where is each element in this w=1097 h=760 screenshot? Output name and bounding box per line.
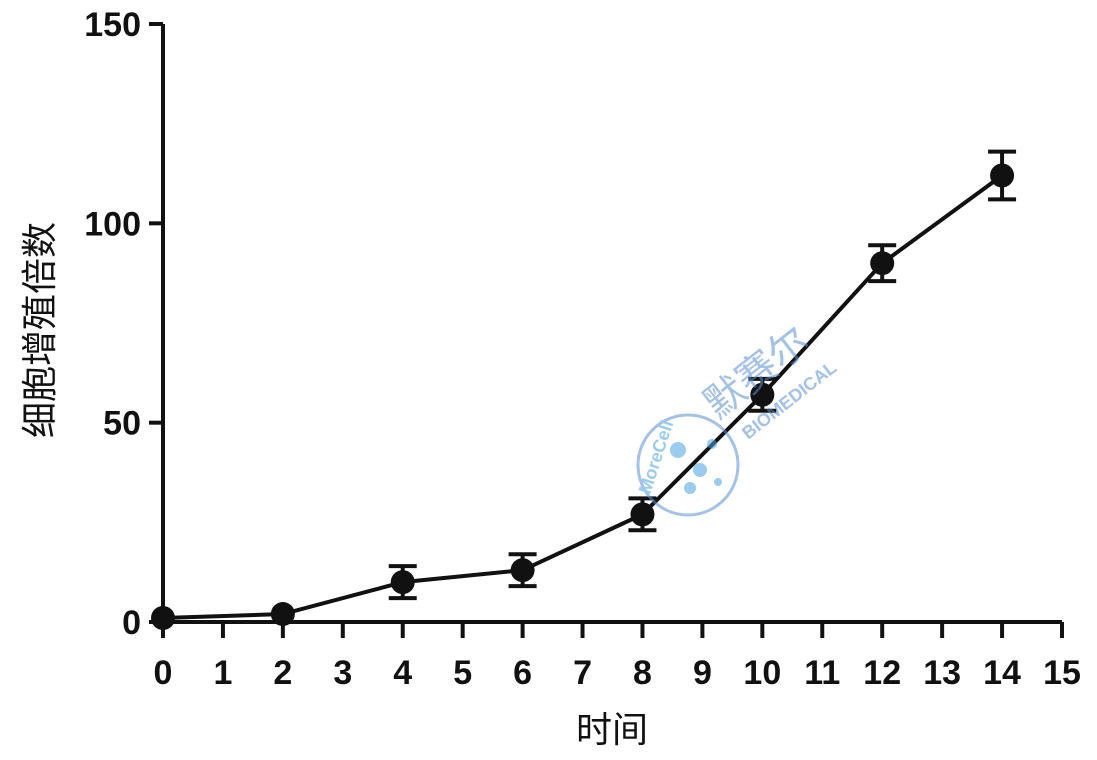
y-axis: 0 50 100 150 xyxy=(84,6,165,642)
data-point xyxy=(870,251,895,276)
y-axis-title: 细胞增殖倍数 xyxy=(20,222,61,438)
x-tick-label: 9 xyxy=(693,654,712,692)
x-axis-title: 时间 xyxy=(576,710,648,751)
watermark-logo-ring xyxy=(636,413,740,517)
data-point xyxy=(151,606,175,631)
watermark-logo-dot xyxy=(707,439,717,449)
x-tick-label: 7 xyxy=(573,654,592,692)
x-tick-label: 6 xyxy=(513,654,532,692)
x-tick-label: 13 xyxy=(923,654,961,692)
y-tick-label: 100 xyxy=(84,205,141,243)
x-tick-label: 1 xyxy=(213,654,232,692)
x-tick-label: 2 xyxy=(273,654,292,692)
x-axis: 0 1 2 3 4 5 6 7 8 9 10 11 12 13 14 15 xyxy=(154,620,1081,692)
data-point xyxy=(510,558,535,583)
x-tick-label: 0 xyxy=(154,654,173,692)
watermark-logo-dot xyxy=(714,478,722,486)
series-line xyxy=(162,173,1004,621)
watermark-logo-dot xyxy=(684,482,696,494)
x-tick-label: 12 xyxy=(863,654,901,692)
y-tick-label: 0 xyxy=(122,604,141,642)
x-tick-label: 14 xyxy=(983,654,1021,692)
data-point xyxy=(630,502,655,527)
x-tick-label: 11 xyxy=(804,654,840,692)
x-tick-label: 15 xyxy=(1043,654,1081,692)
x-tick-label: 4 xyxy=(393,654,412,692)
watermark-logo-dot xyxy=(670,442,686,458)
y-tick-label: 50 xyxy=(103,405,141,443)
x-tick-label: 3 xyxy=(333,654,352,692)
x-tick-label: 10 xyxy=(743,654,781,692)
data-point xyxy=(270,602,295,627)
y-tick-label: 150 xyxy=(84,6,141,44)
data-point xyxy=(390,570,415,595)
watermark-logo-dot xyxy=(693,463,707,477)
x-tick-label: 8 xyxy=(633,654,652,692)
series xyxy=(151,149,1017,631)
x-tick-label: 5 xyxy=(453,654,472,692)
data-point xyxy=(990,163,1015,188)
watermark: MoreCell 默赛尔 BIOMEDICAL xyxy=(635,318,840,517)
data-point xyxy=(750,382,775,407)
